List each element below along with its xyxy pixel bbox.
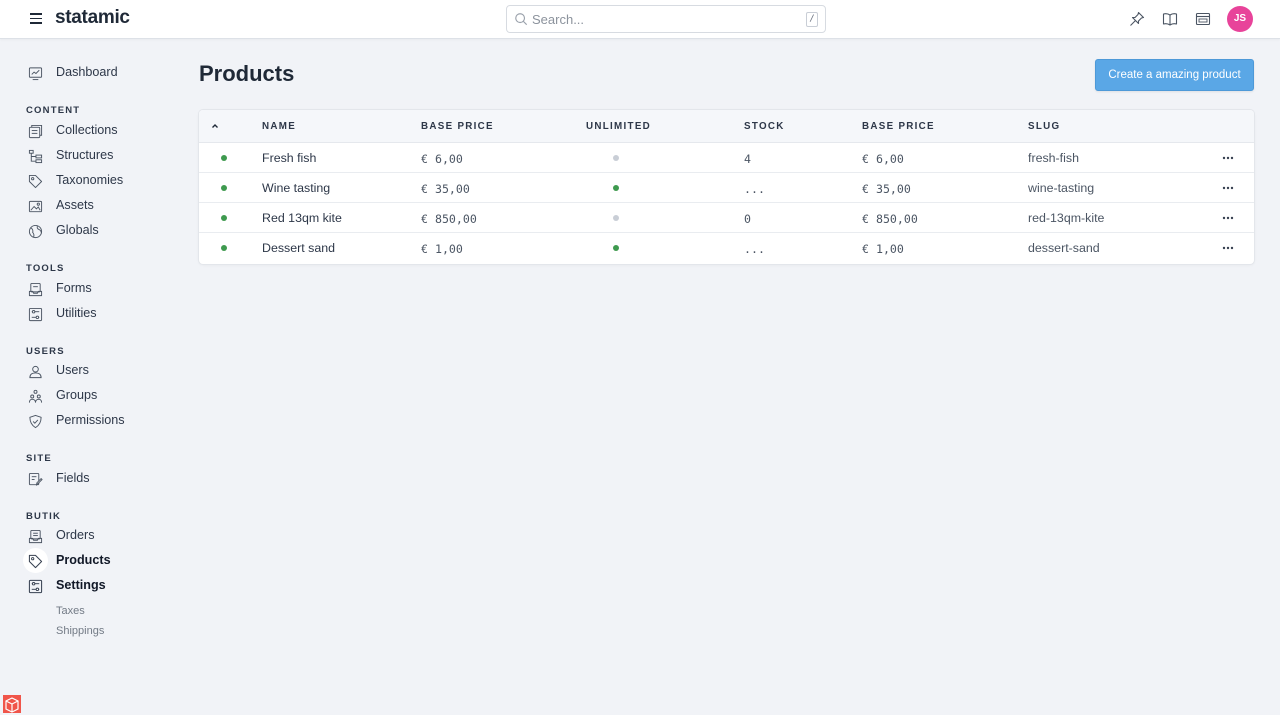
- laravel-logo-icon: [3, 695, 21, 713]
- unlimited-indicator: [613, 155, 619, 161]
- stock-cell: ...: [744, 242, 765, 256]
- base-price-2-cell: € 1,00: [862, 242, 904, 256]
- section-title-tools: TOOLS: [26, 263, 65, 274]
- product-name-link[interactable]: Dessert sand: [262, 241, 336, 255]
- assets-icon: [28, 200, 43, 213]
- base-price-cell: € 1,00: [421, 242, 463, 256]
- base-price-2-cell: € 35,00: [862, 182, 911, 196]
- sidebar-item-label: Users: [56, 363, 89, 377]
- create-product-button[interactable]: Create a amazing product: [1095, 59, 1254, 91]
- table-row[interactable]: Red 13qm kite € 850,00 0 € 850,00 red-13…: [199, 203, 1254, 233]
- table-row[interactable]: Wine tasting € 35,00 ... € 35,00 wine-ta…: [199, 173, 1254, 203]
- hamburger-menu-icon[interactable]: [30, 13, 42, 24]
- more-actions-icon[interactable]: [1222, 156, 1234, 160]
- sidebar-item-label: Collections: [56, 123, 118, 137]
- published-status-dot: [221, 185, 227, 191]
- sidebar-item-label: Structures: [56, 148, 114, 162]
- sidebar-subitem-taxes[interactable]: Taxes: [56, 605, 85, 617]
- slug-cell: wine-tasting: [1028, 181, 1095, 195]
- product-name-link[interactable]: Fresh fish: [262, 151, 317, 165]
- sidebar-item-label: Taxonomies: [56, 173, 124, 187]
- sidebar-item-label: Groups: [56, 388, 98, 402]
- column-header-base-price-2[interactable]: BASE PRICE: [862, 121, 935, 132]
- sidebar-item-label: Products: [56, 553, 111, 567]
- sidebar-item-label: Orders: [56, 528, 95, 542]
- fields-icon: [28, 472, 43, 486]
- product-name-link[interactable]: Wine tasting: [262, 181, 331, 195]
- sidebar-item-label: Settings: [56, 578, 106, 592]
- products-table: NAME BASE PRICE UNLIMITED STOCK BASE PRI…: [199, 110, 1254, 264]
- table-row[interactable]: Dessert sand € 1,00 ... € 1,00 dessert-s…: [199, 233, 1254, 263]
- column-header-stock[interactable]: STOCK: [744, 121, 785, 132]
- product-name-link[interactable]: Red 13qm kite: [262, 211, 342, 225]
- groups-icon: [28, 389, 43, 403]
- search-placeholder: Search...: [532, 12, 585, 27]
- base-price-2-cell: € 850,00: [862, 212, 918, 226]
- published-status-dot: [221, 155, 227, 161]
- sidebar-item-label: Utilities: [56, 306, 97, 320]
- sidebar-item-label: Dashboard: [56, 65, 118, 79]
- stock-cell: 4: [744, 152, 751, 166]
- page-title: Products: [199, 61, 295, 86]
- sidebar-item-label: Assets: [56, 198, 94, 212]
- stock-cell: 0: [744, 212, 751, 226]
- top-bar: statamic Search... / JS: [0, 0, 1280, 39]
- unlimited-indicator: [613, 245, 619, 251]
- base-price-cell: € 850,00: [421, 212, 477, 226]
- section-title-butik: BUTIK: [26, 511, 62, 522]
- base-price-2-cell: € 6,00: [862, 152, 904, 166]
- products-icon: [28, 554, 43, 569]
- slug-cell: fresh-fish: [1028, 151, 1079, 165]
- section-title-site: SITE: [26, 453, 52, 464]
- user-avatar[interactable]: JS: [1227, 6, 1253, 32]
- more-actions-icon[interactable]: [1222, 246, 1234, 250]
- active-indicator: [23, 548, 48, 573]
- column-header-base-price[interactable]: BASE PRICE: [421, 121, 494, 132]
- search-shortcut-badge: /: [806, 12, 818, 27]
- docs-book-icon[interactable]: [1162, 11, 1178, 27]
- dashboard-icon: [28, 67, 43, 81]
- settings-icon: [28, 579, 43, 594]
- brand-logo[interactable]: statamic: [55, 7, 130, 28]
- slug-cell: dessert-sand: [1028, 241, 1100, 255]
- base-price-cell: € 6,00: [421, 152, 463, 166]
- users-icon: [29, 365, 42, 379]
- column-header-unlimited[interactable]: UNLIMITED: [586, 121, 652, 132]
- permissions-icon: [29, 414, 42, 429]
- stock-cell: ...: [744, 182, 765, 196]
- taxonomies-icon: [28, 174, 43, 189]
- column-header-slug[interactable]: SLUG: [1028, 121, 1061, 132]
- more-actions-icon[interactable]: [1222, 186, 1234, 190]
- more-actions-icon[interactable]: [1222, 216, 1234, 220]
- structures-icon: [28, 149, 43, 164]
- utilities-icon: [28, 307, 43, 322]
- published-status-dot: [221, 215, 227, 221]
- section-title-content: CONTENT: [26, 105, 81, 116]
- search-input[interactable]: Search... /: [506, 5, 826, 33]
- forms-icon: [28, 282, 43, 297]
- sidebar-subitem-shippings[interactable]: Shippings: [56, 625, 105, 637]
- published-status-dot: [221, 245, 227, 251]
- sidebar-item-label: Globals: [56, 223, 99, 237]
- site-browser-icon[interactable]: [1195, 11, 1211, 27]
- orders-icon: [28, 529, 43, 544]
- table-row[interactable]: Fresh fish € 6,00 4 € 6,00 fresh-fish: [199, 143, 1254, 173]
- unlimited-indicator: [613, 215, 619, 221]
- section-title-users: USERS: [26, 346, 65, 357]
- unlimited-indicator: [613, 185, 619, 191]
- globals-icon: [28, 224, 43, 239]
- search-icon: [515, 13, 528, 26]
- column-header-name[interactable]: NAME: [262, 121, 297, 132]
- table-header: NAME BASE PRICE UNLIMITED STOCK BASE PRI…: [199, 110, 1254, 143]
- collections-icon: [28, 124, 43, 139]
- sort-ascending-icon[interactable]: [211, 122, 219, 130]
- slug-cell: red-13qm-kite: [1028, 211, 1105, 225]
- pin-icon[interactable]: [1129, 11, 1145, 27]
- sidebar-item-label: Fields: [56, 471, 90, 485]
- sidebar-item-label: Permissions: [56, 413, 125, 427]
- base-price-cell: € 35,00: [421, 182, 470, 196]
- sidebar-item-label: Forms: [56, 281, 92, 295]
